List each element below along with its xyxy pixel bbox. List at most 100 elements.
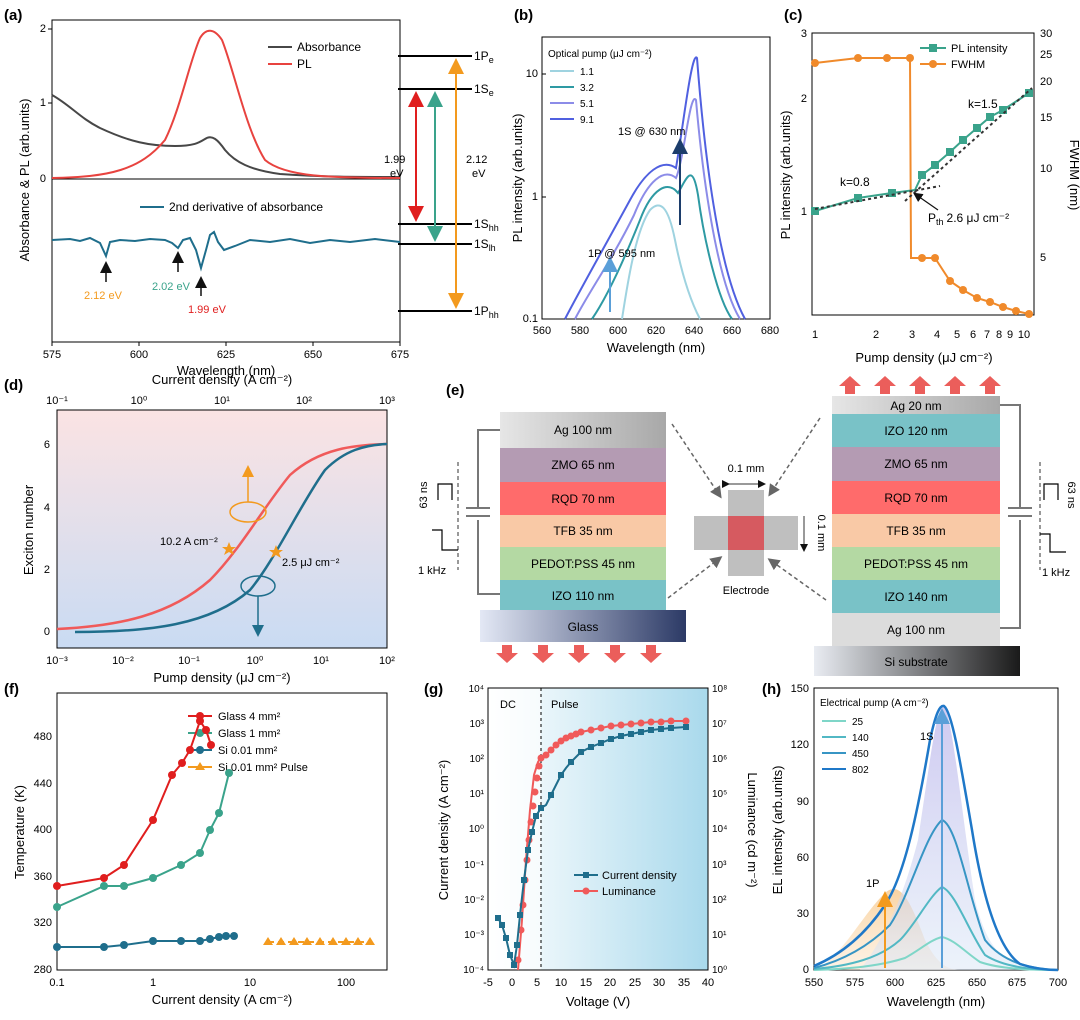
panel-g-ytick: 10⁻¹ [464, 860, 484, 871]
panel-h-label: (h) [762, 681, 781, 698]
panel-d-label: (d) [4, 377, 23, 394]
panel-c-xtick: 7 [984, 329, 990, 341]
panel-b-xlabel: Wavelength (nm) [607, 340, 706, 355]
panel-g-label: (g) [424, 681, 443, 698]
panel-d-ytick: 0 [44, 626, 50, 638]
panel-e-label: (e) [446, 382, 464, 399]
fit-low [814, 185, 941, 210]
panel-f-xtick: 100 [337, 977, 355, 989]
panel-c: (c) 1 2 3 5 10 15 20 25 30 PL intensity … [778, 7, 1080, 365]
temp-si-pulse-points [263, 937, 375, 945]
temp-glass1 [56, 772, 230, 908]
panel-c-ytick-r: 5 [1040, 252, 1046, 264]
panel-c-xtick: 8 [996, 329, 1002, 341]
panel-d-frame [56, 409, 388, 649]
electrode-cross: 0.1 mm 0.1 mm Electrode [667, 417, 827, 601]
panel-a-label: (a) [4, 7, 22, 24]
panel-d-xtick-top: 10⁻¹ [46, 395, 68, 407]
legend-title-h: Electrical pump (A cm⁻²) [820, 698, 929, 709]
panel-d-xtick: 10⁻² [112, 655, 134, 667]
right-layer-ag20: Ag 20 nm [890, 399, 941, 413]
panel-g-ytick-r: 10³ [712, 860, 727, 871]
panel-h-xtick: 600 [886, 977, 904, 989]
left-wire [477, 429, 500, 508]
panel-b-xtick: 640 [685, 325, 703, 337]
panel-f-label: (f) [4, 681, 19, 698]
current-density-points [495, 724, 689, 968]
left-layer-glass: Glass [568, 620, 599, 634]
panel-g-ytick: 10¹ [470, 789, 485, 800]
panel-f-frame [56, 692, 388, 971]
panel-h-ytick: 60 [797, 852, 809, 864]
panel-f-xtick: 10 [244, 977, 256, 989]
panel-d-xtick-top: 10² [296, 395, 312, 407]
panel-a-ytick: 0 [40, 173, 46, 185]
panel-g-ytick: 10⁻² [464, 895, 484, 906]
right-wire [1000, 404, 1021, 508]
legend-b-32: 3.2 [580, 83, 594, 94]
right-layer-si: Si substrate [884, 655, 948, 669]
star-red [222, 542, 236, 555]
legend-f-si: Si 0.01 mm² [218, 745, 278, 757]
pl-curve-51 [574, 98, 741, 320]
right-layer-rqd: RQD 70 nm [884, 491, 947, 505]
panel-c-ytick: 2 [801, 93, 807, 105]
legend-h-450: 450 [852, 749, 869, 760]
legend-2nd-deriv: 2nd derivative of absorbance [169, 200, 323, 214]
panel-g-yticks-right: 10⁰ 10¹ 10² 10³ 10⁴ 10⁵ 10⁶ 10⁷ 10⁸ [712, 684, 727, 976]
panel-g-xtick: 30 [653, 977, 665, 989]
left-layer-ag: Ag 100 nm [554, 423, 612, 437]
left-layer-zmo: ZMO 65 nm [551, 458, 614, 472]
panel-g-xtick: -5 [483, 977, 493, 989]
right-layer-ag100: Ag 100 nm [887, 623, 945, 637]
panel-a-xtick: 625 [217, 349, 235, 361]
panel-b-xtick: 620 [647, 325, 665, 337]
exciton-curve-blue [74, 442, 388, 634]
panel-a-ytick: 1 [40, 97, 46, 109]
panel-b-xticks: 560 580 600 620 640 660 680 [533, 325, 779, 337]
panel-f-yticks: 280 320 360 400 440 480 [34, 731, 52, 976]
panel-h-legend: 25 140 450 802 [822, 717, 869, 776]
panel-c-xtick: 5 [954, 329, 960, 341]
legend-h-802: 802 [852, 765, 869, 776]
panel-a-xtick: 575 [43, 349, 61, 361]
pl-curve-91 [564, 56, 746, 320]
panel-g-ylabel-right: Luminance (cd m⁻²) [745, 772, 760, 887]
panel-f-xtick: 0.1 [49, 977, 64, 989]
panel-e: (e) Ag 100 nm ZMO 65 nm RQD 70 nm TFB 35… [418, 376, 1077, 676]
panel-g-legend: Current density Luminance [574, 870, 677, 898]
pulse-1khz-right: 1 kHz [1042, 567, 1070, 579]
panel-c-xtick: 1 [812, 329, 818, 341]
panel-c-xtick: 2 [873, 329, 879, 341]
panel-f-ytick: 440 [34, 778, 52, 790]
panel-b-xtick: 600 [609, 325, 627, 337]
panel-d-xticks-top: 10⁻¹ 10⁰ 10¹ 10² 10³ [46, 395, 395, 407]
label-212-unit: eV [472, 168, 486, 180]
left-layer-pedot: PEDOT:PSS 45 nm [531, 557, 635, 571]
legend-f-si-pulse: Si 0.01 mm² Pulse [218, 762, 308, 774]
panel-g-xticks: -5 0 5 10 15 20 25 30 35 40 [483, 977, 714, 989]
panel-f-ytick: 360 [34, 871, 52, 883]
legend-b-91: 9.1 [580, 115, 594, 126]
panel-c-frame [811, 32, 1035, 316]
panel-d-xlabel: Pump density (μJ cm⁻²) [153, 670, 290, 685]
pulse-1khz-left: 1 kHz [418, 565, 446, 577]
panel-c-legend: PL intensity FWHM [920, 43, 1008, 71]
region-pulse: Pulse [551, 699, 579, 711]
panel-b-ylabel: PL intensity (arb.units) [510, 114, 525, 243]
panel-g-ytick-r: 10⁴ [712, 824, 727, 835]
panel-c-ytick-r: 15 [1040, 112, 1052, 124]
panel-d-yticks: 0 2 4 6 [44, 439, 50, 638]
fit-high [904, 87, 1033, 202]
fill-1s-region [860, 705, 1058, 970]
panel-b-ytick: 1 [532, 191, 538, 203]
panel-c-label: (c) [784, 7, 802, 24]
panel-h-xtick: 550 [805, 977, 823, 989]
panel-f-ytick: 480 [34, 731, 52, 743]
panel-g-frame [487, 687, 709, 971]
panel-a-ytick: 2 [40, 23, 46, 35]
panel-g-ytick-r: 10¹ [712, 930, 727, 941]
panel-g-ytick-r: 10⁵ [712, 789, 727, 800]
level-1se: 1Se [474, 82, 494, 98]
